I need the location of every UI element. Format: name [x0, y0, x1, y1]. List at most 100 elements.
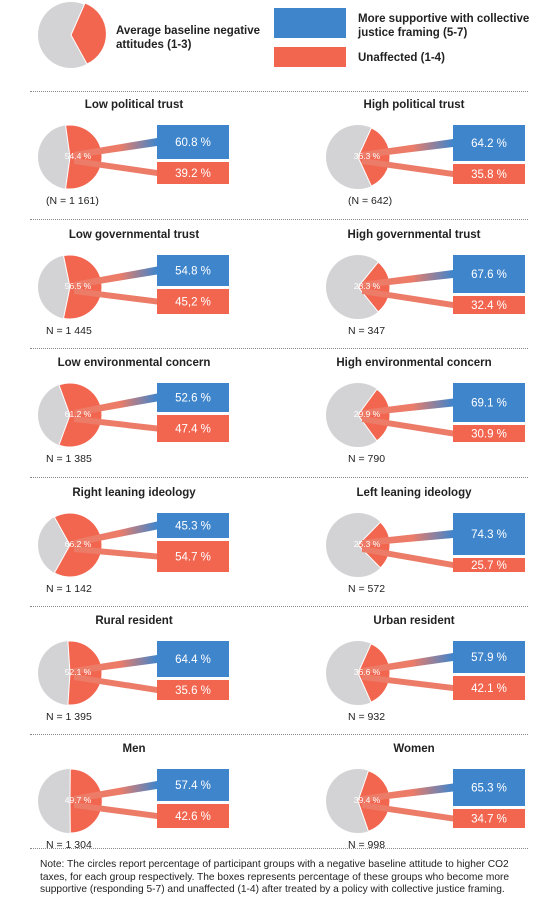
supportive-box	[157, 769, 229, 801]
unaffected-value: 34.7 %	[471, 814, 507, 826]
unaffected-box	[157, 162, 229, 184]
unaffected-box	[453, 164, 525, 184]
unaffected-value: 39.2 %	[175, 168, 211, 180]
group-title: Low political trust	[84, 99, 184, 111]
sample-size: (N = 642)	[348, 195, 393, 207]
legend-pie-red	[70, 2, 107, 65]
group-graphic: 54.8 % 45,2 % 56.5 %	[38, 254, 229, 320]
ribbon-unaffected	[362, 288, 453, 308]
unaffected-value: 30.9 %	[471, 429, 507, 441]
unaffected-value: 35.8 %	[471, 169, 507, 181]
ribbon-unaffected	[362, 674, 453, 691]
group-panel: Men 57.4 % 42.6 % 49.7 % N = 1 304	[0, 739, 260, 859]
divider	[30, 91, 528, 92]
group-panel: High environmental concern 69.1 % 30.9 % 29…	[290, 353, 550, 473]
pie-value: 36.3 %	[354, 151, 381, 161]
pie-wedge	[58, 382, 103, 448]
ribbon-supportive	[74, 781, 157, 802]
legend-blue-swatch	[274, 8, 346, 38]
supportive-box	[453, 125, 525, 161]
pie-wedge	[65, 124, 103, 190]
group-panel: High governmental trust 67.6 % 32.4 % 28.3 …	[290, 225, 550, 345]
unaffected-value: 45,2 %	[175, 297, 211, 309]
sample-size: N = 347	[348, 325, 386, 337]
group-graphic: 60.8 % 39.2 % 54.4 %	[38, 124, 229, 190]
sample-size: N = 932	[348, 711, 386, 723]
pie-wedge	[357, 643, 391, 703]
supportive-box	[157, 513, 229, 538]
group-panel: Urban resident 57.9 % 42.1 % 36.6 % N = 932	[290, 611, 550, 731]
group-panel: Left leaning ideology 74.3 % 25.7 % 25.3 % N…	[290, 483, 550, 603]
sample-size: N = 1 395	[46, 711, 92, 723]
group-title: High governmental trust	[347, 229, 481, 241]
ribbon-supportive	[362, 398, 453, 416]
unaffected-box	[453, 558, 525, 572]
pie-value: 36.6 %	[354, 667, 381, 677]
pie-value: 29.9 %	[354, 409, 381, 419]
pie-wedge	[357, 127, 391, 187]
supportive-box	[157, 125, 229, 159]
group-title: Left leaning ideology	[356, 487, 472, 499]
unaffected-box	[453, 296, 525, 314]
sample-size: N = 1 445	[46, 325, 92, 337]
divider	[30, 348, 528, 349]
pie-wedge	[357, 388, 391, 442]
ribbon-supportive	[362, 783, 453, 802]
pie-wedge	[357, 521, 391, 569]
pie-wedge	[69, 768, 103, 834]
group-graphic: 64.2 % 35.8 % 36.3 %	[326, 125, 525, 189]
group-title: Urban resident	[373, 615, 455, 627]
ribbon-supportive	[362, 530, 453, 546]
sample-size: N = 998	[348, 839, 386, 851]
group-title: Right leaning ideology	[72, 487, 196, 499]
ribbon-supportive	[74, 266, 157, 288]
group-graphic: 74.3 % 25.7 % 25.3 %	[326, 513, 525, 577]
group-graphic: 52.6 % 47.4 % 61.2 %	[38, 382, 229, 448]
group-panel: Women 65.3 % 34.7 % 39.4 % N = 998	[290, 739, 550, 859]
pie-value: 56.5 %	[65, 281, 92, 291]
ribbon-supportive	[362, 270, 453, 288]
ribbon-supportive	[362, 139, 453, 158]
supportive-box	[157, 255, 229, 286]
supportive-value: 52.6 %	[175, 393, 211, 405]
group-panel: High political trust 64.2 % 35.8 % 36.3 % (N…	[290, 95, 550, 215]
legend-unaffected-label: Unaffected (1-4)	[358, 52, 445, 64]
unaffected-box	[453, 676, 525, 700]
pie-value: 28.3 %	[354, 281, 381, 291]
unaffected-value: 32.4 %	[471, 300, 507, 312]
unaffected-value: 35.6 %	[175, 685, 211, 697]
pie-wedge	[357, 261, 391, 313]
divider	[30, 219, 528, 220]
pie-value: 25.3 %	[354, 539, 381, 549]
sample-size: N = 790	[348, 453, 386, 465]
supportive-value: 57.9 %	[471, 652, 507, 664]
sample-size: N = 572	[348, 583, 386, 595]
sample-size: N = 1 304	[46, 839, 92, 851]
supportive-value: 65.3 %	[471, 783, 507, 795]
pie-value: 39.4 %	[354, 795, 381, 805]
sample-size: N = 1 142	[46, 583, 92, 595]
pie-value: 49.7 %	[65, 795, 92, 805]
unaffected-box	[157, 289, 229, 314]
group-title: Low environmental concern	[57, 357, 211, 369]
sample-size: (N = 1 161)	[46, 195, 99, 207]
unaffected-value: 42.1 %	[471, 683, 507, 695]
ribbon-unaffected	[74, 674, 157, 693]
ribbon-unaffected	[362, 416, 453, 437]
group-title: Men	[122, 743, 146, 755]
unaffected-value: 42.6 %	[175, 811, 211, 823]
ribbon-supportive	[74, 138, 157, 158]
ribbon-unaffected	[74, 546, 157, 560]
legend-red-swatch	[274, 47, 346, 67]
group-panel: Low governmental trust 54.8 % 45,2 % 56.5 %…	[0, 225, 260, 345]
supportive-box	[453, 641, 525, 673]
group-title: Rural resident	[95, 615, 173, 627]
footnote: Note: The circles report percentage of p…	[40, 859, 510, 895]
group-graphic: 64.4 % 35.6 % 52.1 %	[38, 640, 229, 706]
supportive-box	[453, 255, 525, 293]
sample-size: N = 1 385	[46, 453, 92, 465]
ribbon-supportive	[362, 653, 453, 674]
ribbon-unaffected	[362, 546, 453, 568]
group-graphic: 57.9 % 42.1 % 36.6 %	[326, 641, 525, 705]
legend-supportive-label: More supportive with collective justice …	[358, 13, 530, 39]
